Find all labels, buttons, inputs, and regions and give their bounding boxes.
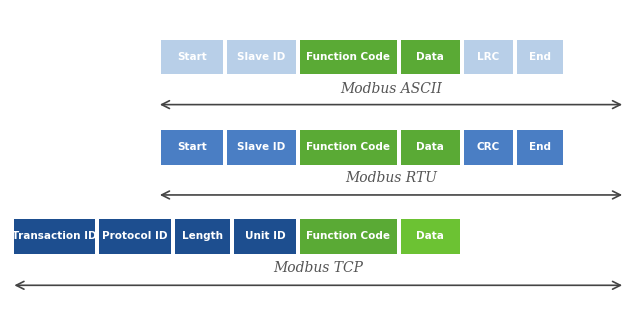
Text: Function Code: Function Code xyxy=(306,52,390,62)
Text: Slave ID: Slave ID xyxy=(237,142,286,152)
Text: Unit ID: Unit ID xyxy=(245,231,286,241)
Text: End: End xyxy=(529,142,551,152)
FancyBboxPatch shape xyxy=(517,40,563,74)
FancyBboxPatch shape xyxy=(174,219,231,254)
FancyBboxPatch shape xyxy=(463,130,513,165)
Text: Start: Start xyxy=(178,142,207,152)
Text: Length: Length xyxy=(182,231,223,241)
Text: Slave ID: Slave ID xyxy=(237,52,286,62)
FancyBboxPatch shape xyxy=(99,219,171,254)
FancyBboxPatch shape xyxy=(463,40,513,74)
FancyBboxPatch shape xyxy=(517,130,563,165)
Text: Protocol ID: Protocol ID xyxy=(102,231,168,241)
FancyBboxPatch shape xyxy=(300,40,397,74)
FancyBboxPatch shape xyxy=(300,130,397,165)
FancyBboxPatch shape xyxy=(227,40,296,74)
FancyBboxPatch shape xyxy=(162,40,224,74)
FancyBboxPatch shape xyxy=(14,219,95,254)
Text: Transaction ID: Transaction ID xyxy=(12,231,97,241)
FancyBboxPatch shape xyxy=(235,219,297,254)
Text: LRC: LRC xyxy=(478,52,499,62)
Text: Modbus ASCII: Modbus ASCII xyxy=(340,82,442,96)
Text: CRC: CRC xyxy=(477,142,500,152)
Text: Modbus TCP: Modbus TCP xyxy=(273,261,363,275)
FancyBboxPatch shape xyxy=(401,40,460,74)
FancyBboxPatch shape xyxy=(162,130,224,165)
Text: Function Code: Function Code xyxy=(306,142,390,152)
Text: Modbus RTU: Modbus RTU xyxy=(345,171,437,184)
FancyBboxPatch shape xyxy=(401,130,460,165)
FancyBboxPatch shape xyxy=(227,130,296,165)
Text: Data: Data xyxy=(417,52,444,62)
Text: Start: Start xyxy=(178,52,207,62)
Text: End: End xyxy=(529,52,551,62)
Text: Data: Data xyxy=(417,231,444,241)
FancyBboxPatch shape xyxy=(300,219,397,254)
Text: Data: Data xyxy=(417,142,444,152)
FancyBboxPatch shape xyxy=(401,219,460,254)
Text: Function Code: Function Code xyxy=(306,231,390,241)
